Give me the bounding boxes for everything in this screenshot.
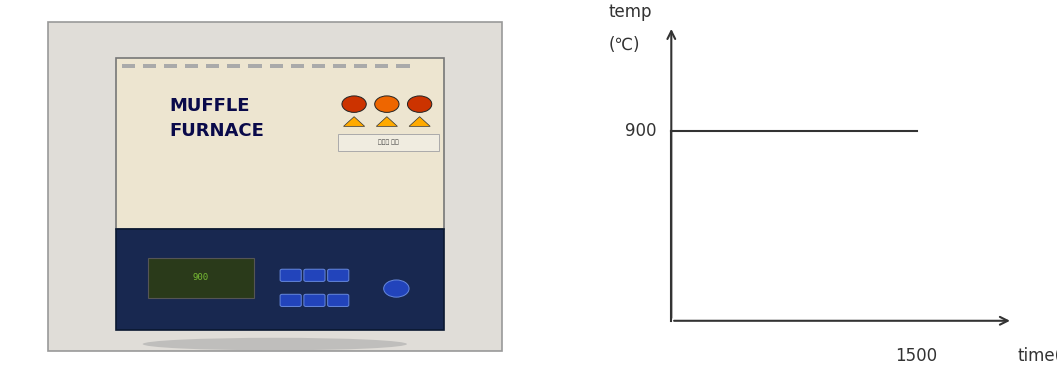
FancyBboxPatch shape (304, 294, 326, 307)
FancyBboxPatch shape (48, 22, 502, 351)
FancyBboxPatch shape (333, 64, 347, 68)
FancyBboxPatch shape (206, 64, 220, 68)
Polygon shape (344, 117, 365, 126)
Polygon shape (409, 117, 430, 126)
FancyBboxPatch shape (122, 64, 134, 68)
Circle shape (374, 96, 400, 112)
Text: 경고문 표시: 경고문 표시 (378, 139, 398, 145)
FancyBboxPatch shape (396, 64, 409, 68)
FancyBboxPatch shape (185, 64, 198, 68)
FancyBboxPatch shape (280, 294, 301, 307)
Text: (℃): (℃) (609, 36, 641, 54)
FancyBboxPatch shape (148, 258, 254, 298)
FancyBboxPatch shape (354, 64, 368, 68)
Circle shape (408, 96, 432, 112)
Text: 1500: 1500 (895, 347, 938, 365)
Text: MUFFLE: MUFFLE (169, 97, 249, 115)
FancyBboxPatch shape (227, 64, 241, 68)
FancyBboxPatch shape (375, 64, 389, 68)
FancyBboxPatch shape (270, 64, 283, 68)
FancyBboxPatch shape (164, 64, 177, 68)
FancyBboxPatch shape (248, 64, 262, 68)
FancyBboxPatch shape (312, 64, 326, 68)
Ellipse shape (143, 338, 407, 350)
FancyBboxPatch shape (338, 134, 439, 151)
Text: FURNACE: FURNACE (169, 122, 264, 140)
FancyBboxPatch shape (116, 229, 444, 330)
FancyBboxPatch shape (304, 269, 326, 281)
Circle shape (384, 280, 409, 297)
Text: 900: 900 (192, 273, 209, 282)
FancyBboxPatch shape (328, 269, 349, 281)
FancyBboxPatch shape (328, 294, 349, 307)
FancyBboxPatch shape (280, 269, 301, 281)
Circle shape (341, 96, 367, 112)
Text: time(hrs): time(hrs) (1018, 347, 1057, 365)
Polygon shape (376, 117, 397, 126)
Text: temp: temp (609, 3, 652, 21)
FancyBboxPatch shape (143, 64, 156, 68)
FancyBboxPatch shape (116, 57, 444, 229)
Text: 900: 900 (626, 122, 656, 140)
FancyBboxPatch shape (291, 64, 304, 68)
